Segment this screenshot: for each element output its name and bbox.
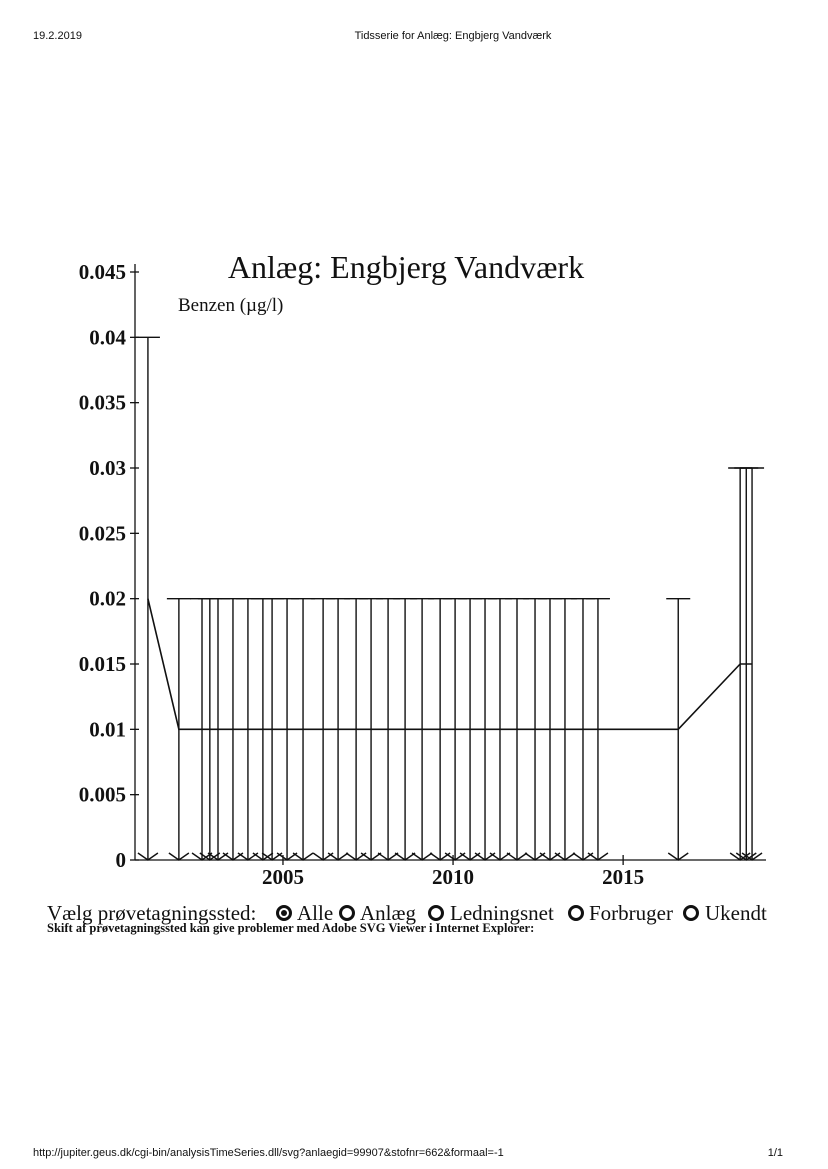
y-tick-label: 0.015 xyxy=(79,652,126,676)
radio-label[interactable]: Alle xyxy=(297,901,333,925)
y-tick-label: 0.035 xyxy=(79,391,126,415)
selector-label: Vælg prøvetagningssted: xyxy=(47,901,256,925)
value-line xyxy=(147,598,753,731)
radio-dot xyxy=(281,910,287,916)
y-tick-label: 0.045 xyxy=(79,260,126,284)
y-tick-label: 0.01 xyxy=(89,717,126,741)
radio-label[interactable]: Ledningsnet xyxy=(450,901,554,925)
x-tick-label: 2015 xyxy=(602,865,644,889)
radio-label[interactable]: Ukendt xyxy=(705,901,767,925)
note: Skift af prøvetagningssted kan give prob… xyxy=(47,921,534,935)
y-tick-label: 0.02 xyxy=(89,587,126,611)
radio-button[interactable] xyxy=(428,905,444,921)
radio-label[interactable]: Anlæg xyxy=(360,901,417,925)
y-tick-label: 0.025 xyxy=(79,521,126,545)
y-tick-label: 0.005 xyxy=(79,783,126,807)
y-axis-label: Benzen (µg/l) xyxy=(178,295,283,316)
print-date: 19.2.2019 xyxy=(33,30,82,42)
print-url: http://jupiter.geus.dk/cgi-bin/analysisT… xyxy=(33,1147,504,1159)
limit-bar xyxy=(135,336,160,861)
y-tick-label: 0.04 xyxy=(89,325,126,349)
x-tick-label: 2005 xyxy=(262,865,304,889)
page-number: 1/1 xyxy=(768,1147,783,1159)
radio-button[interactable] xyxy=(683,905,699,921)
y-tick-label: 0 xyxy=(116,848,127,872)
radio-button[interactable] xyxy=(568,905,584,921)
radio-button[interactable] xyxy=(339,905,355,921)
y-tick-label: 0.03 xyxy=(89,456,126,480)
radio-label[interactable]: Forbruger xyxy=(589,901,673,925)
x-tick-label: 2010 xyxy=(432,865,474,889)
chart-title: Anlæg: Engbjerg Vandværk xyxy=(228,249,584,285)
print-title: Tidsserie for Anlæg: Engbjerg Vandværk xyxy=(355,30,552,42)
